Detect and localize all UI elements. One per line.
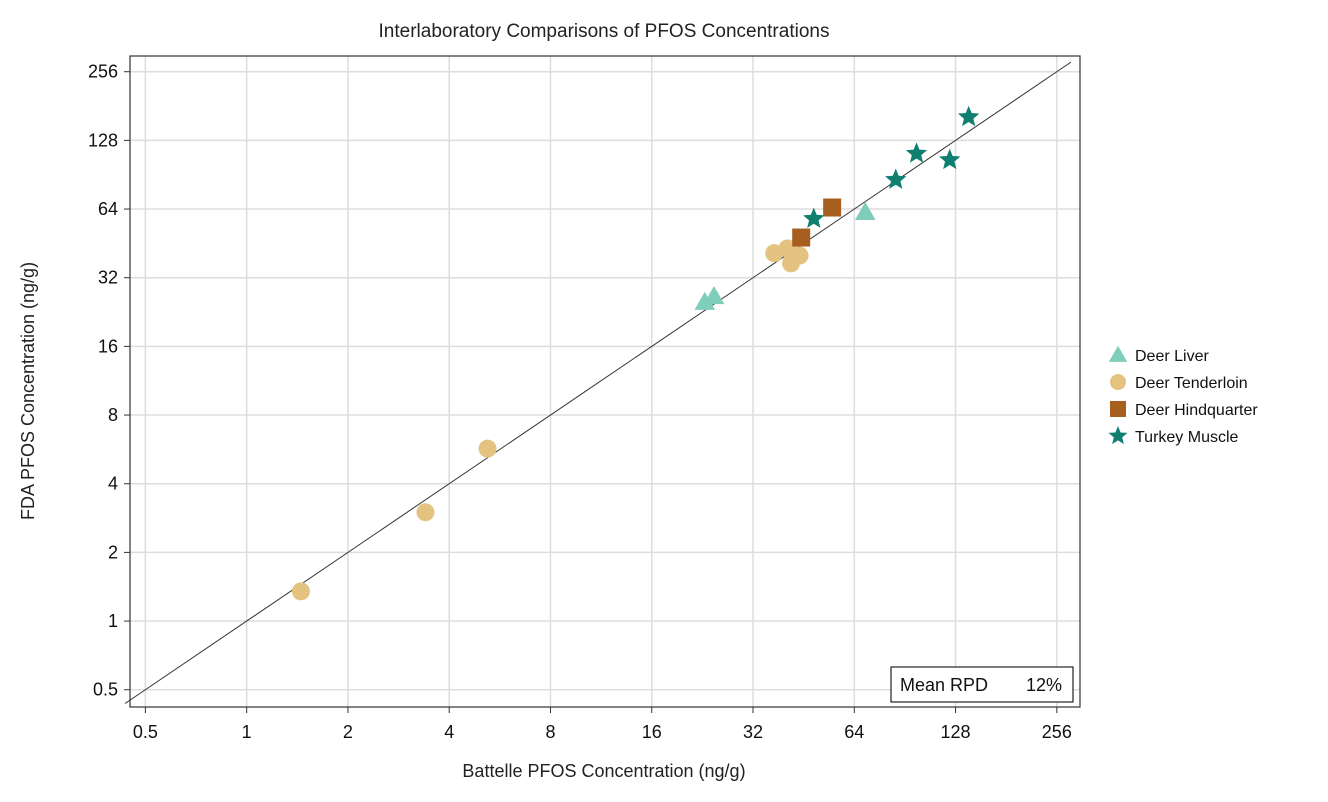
deer-tenderloin-point	[790, 246, 809, 265]
turkey-muscle-point	[957, 105, 980, 127]
legend-item-deer-tenderloin: Deer Tenderloin	[1110, 374, 1248, 392]
deer-hindquarter-point	[792, 228, 811, 247]
y-axis-title: FDA PFOS Concentration (ng/g)	[18, 262, 38, 520]
x-axis-ticks: 0.5 1 2 4 8 16 32 64 128 256	[133, 707, 1072, 742]
x-axis-title: Battelle PFOS Concentration (ng/g)	[462, 761, 745, 781]
x-tick-label: 64	[844, 722, 864, 742]
y-tick-label: 256	[88, 62, 118, 82]
y-tick-label: 4	[108, 474, 118, 494]
legend-marker-deer-liver	[1108, 345, 1128, 362]
deer-liver-point	[854, 201, 876, 220]
y-tick-label: 128	[88, 130, 118, 150]
y-tick-label: 8	[108, 405, 118, 425]
legend-label-deer-liver: Deer Liver	[1135, 348, 1209, 365]
x-tick-label: 256	[1042, 722, 1072, 742]
x-tick-label: 128	[941, 722, 971, 742]
y-tick-label: 0.5	[93, 680, 118, 700]
x-tick-label: 0.5	[133, 722, 158, 742]
deer-liver-point	[703, 286, 725, 305]
deer-hindquarter-point	[823, 198, 842, 217]
x-tick-label: 8	[545, 722, 555, 742]
turkey-muscle-point	[905, 142, 928, 163]
deer-tenderloin-point	[416, 503, 435, 522]
x-tick-label: 1	[242, 722, 252, 742]
turkey-muscle-point	[939, 148, 961, 170]
one-to-one-reference-line	[124, 61, 1072, 704]
legend-label-turkey-muscle: Turkey Muscle	[1135, 429, 1239, 446]
mean-rpd-label: Mean RPD	[900, 675, 988, 695]
grid-lines	[130, 56, 1080, 707]
legend-marker-deer-hindquarter	[1110, 401, 1126, 417]
legend-item-turkey-muscle: Turkey Muscle	[1108, 426, 1239, 446]
x-tick-label: 32	[743, 722, 763, 742]
deer-liver-point	[694, 291, 716, 310]
deer-tenderloin-point	[478, 439, 497, 458]
mean-rpd-annotation: Mean RPD 12%	[890, 666, 1074, 703]
legend-item-deer-liver: Deer Liver	[1108, 345, 1209, 365]
legend: Deer Liver Deer Tenderloin Deer Hindquarte…	[1108, 345, 1258, 446]
chart-title: Interlaboratory Comparisons of PFOS Conc…	[379, 21, 830, 42]
legend-label-deer-hindquarter: Deer Hindquarter	[1135, 402, 1258, 419]
y-tick-label: 64	[98, 199, 118, 219]
y-tick-label: 32	[98, 268, 118, 288]
x-tick-label: 16	[642, 722, 662, 742]
y-tick-label: 16	[98, 336, 118, 356]
deer-tenderloin-point	[291, 582, 310, 601]
y-axis-ticks: 0.5 1 2 4 8 16 32 64 128 256	[88, 62, 130, 700]
legend-label-deer-tenderloin: Deer Tenderloin	[1135, 375, 1248, 392]
turkey-muscle-point	[803, 207, 825, 228]
legend-marker-turkey-muscle	[1108, 426, 1128, 445]
x-tick-label: 4	[444, 722, 454, 742]
y-tick-label: 1	[108, 611, 118, 631]
mean-rpd-value: 12%	[1026, 675, 1062, 695]
legend-marker-deer-tenderloin	[1110, 374, 1126, 390]
y-tick-label: 2	[108, 542, 118, 562]
legend-item-deer-hindquarter: Deer Hindquarter	[1110, 401, 1258, 419]
plot-area-frame	[129, 55, 1081, 708]
x-tick-label: 2	[343, 722, 353, 742]
data-points	[291, 105, 980, 601]
turkey-muscle-point	[885, 168, 907, 189]
